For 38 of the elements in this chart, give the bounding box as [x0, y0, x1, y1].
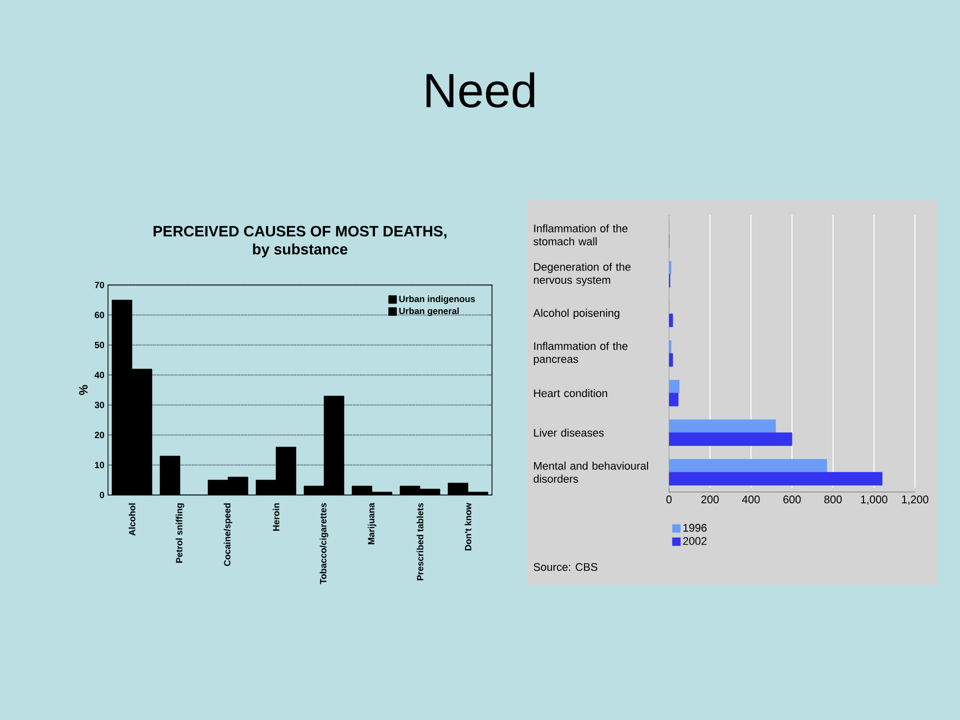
y-tick-label: Inflammation of the pancreas: [534, 342, 628, 366]
y-tick-label: Mental and behavioural disorders: [534, 462, 648, 483]
chart-subtitle: by substance: [253, 243, 348, 258]
legend-label: 2002: [683, 537, 707, 545]
legend-label: 1996: [683, 524, 707, 532]
x-tick-label: 400: [742, 496, 760, 504]
x-tick-label: 1,200: [902, 496, 928, 505]
x-tick-label: 600: [783, 496, 801, 504]
legend-label: Urban general: [399, 308, 459, 316]
y-tick-label: 60: [94, 312, 104, 318]
x-tick-label: 1,000: [861, 496, 888, 505]
y-tick-label: 10: [95, 462, 104, 468]
y-tick-label: 30: [94, 402, 104, 408]
y-tick-label: Alcohol poisening: [533, 308, 620, 320]
x-tick-label: Don't know: [464, 502, 472, 550]
y-tick-label: Degeneration of the nervous system: [534, 262, 631, 286]
x-tick-label: Petrol sniffing: [176, 503, 184, 563]
y-tick-label: 20: [94, 432, 104, 438]
y-axis-title: %: [79, 384, 88, 396]
y-tick-label: Inflammation of the stomach wall: [534, 224, 628, 246]
y-tick-label: Heart condition: [534, 389, 608, 398]
x-tick-label: 0: [666, 496, 672, 504]
y-tick-label: Liver diseases: [534, 428, 604, 437]
chart-title: PERCEIVED CAUSES OF MOST DEATHS,: [154, 226, 446, 239]
legend-label: Urban indigenous: [399, 296, 475, 304]
x-tick-label: Marijuana: [368, 502, 376, 544]
x-tick-label: Alcohol: [128, 503, 136, 536]
x-tick-label: Heroin: [272, 503, 280, 531]
text: Need: [426, 72, 534, 108]
x-tick-label: 200: [701, 496, 719, 504]
x-tick-label: 800: [824, 496, 842, 504]
y-tick-label: 50: [94, 342, 104, 348]
source-note: Source: CBS: [534, 563, 598, 571]
x-tick-label: Tobacco/cigarettes: [320, 503, 328, 584]
y-tick-label: 70: [94, 282, 104, 288]
x-tick-label: Cocaine/speed: [224, 503, 232, 566]
x-tick-label: Prescribed tablets: [416, 503, 424, 580]
y-tick-label: 40: [94, 372, 104, 378]
